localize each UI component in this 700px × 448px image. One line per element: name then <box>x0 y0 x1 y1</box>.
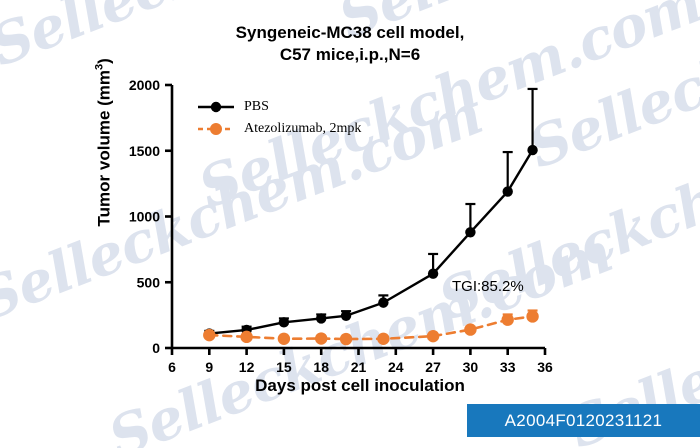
legend-swatch-icon <box>198 123 234 135</box>
data-point-marker <box>464 323 477 336</box>
chart-legend: PBS Atezolizumab, 2mpk <box>196 96 361 140</box>
series-atezolizumab-2mpk <box>203 309 539 346</box>
data-point-marker <box>377 332 390 345</box>
legend-label-atezolizumab: Atezolizumab, 2mpk <box>244 121 362 136</box>
legend-key-pbs <box>196 100 236 114</box>
x-axis-tick-label: 21 <box>351 359 367 375</box>
data-point-marker <box>278 317 290 328</box>
data-point-marker <box>501 313 514 326</box>
data-point-marker <box>240 330 253 344</box>
experiment-code-badge: A2004F0120231121 <box>467 404 700 437</box>
x-axis-tick-label: 15 <box>276 359 292 375</box>
x-axis-tick-label: 30 <box>463 359 479 375</box>
data-point-marker <box>427 268 439 279</box>
series-line <box>208 148 534 335</box>
x-axis-tick-label: 6 <box>168 359 176 375</box>
x-axis-tick-label: 27 <box>425 359 441 375</box>
data-point-marker <box>502 186 513 197</box>
y-axis-tick-label: 2000 <box>129 77 160 93</box>
x-axis-tick-label: 36 <box>537 359 553 375</box>
data-point-marker <box>378 297 389 308</box>
series-line <box>208 315 534 341</box>
x-axis-tick-label: 12 <box>239 359 255 375</box>
legend-key-atezolizumab <box>196 122 236 136</box>
data-point-marker <box>340 310 352 321</box>
x-axis-tick-label: 9 <box>205 359 213 375</box>
x-axis-tick-label: 24 <box>388 359 404 375</box>
data-point-marker <box>526 310 539 323</box>
data-point-marker <box>465 227 476 238</box>
x-axis-tick-label: 18 <box>313 359 329 375</box>
y-axis-tick-label: 0 <box>152 340 160 356</box>
data-point-marker <box>203 328 216 342</box>
data-point-marker <box>316 313 327 324</box>
y-axis-tick-label: 1500 <box>129 143 160 159</box>
data-point-marker <box>527 144 538 156</box>
y-axis-tick-label: 1000 <box>129 209 160 225</box>
y-axis-tick-label: 500 <box>137 274 161 290</box>
data-point-marker <box>277 332 291 345</box>
legend-swatch-icon <box>198 101 234 113</box>
legend-item-pbs: PBS <box>196 96 361 118</box>
legend-label-pbs: PBS <box>244 99 269 114</box>
data-point-marker <box>339 332 353 346</box>
data-point-marker <box>315 332 328 345</box>
x-axis-tick-label: 33 <box>500 359 516 375</box>
data-point-marker <box>426 329 440 343</box>
legend-item-atezolizumab: Atezolizumab, 2mpk <box>196 118 361 140</box>
